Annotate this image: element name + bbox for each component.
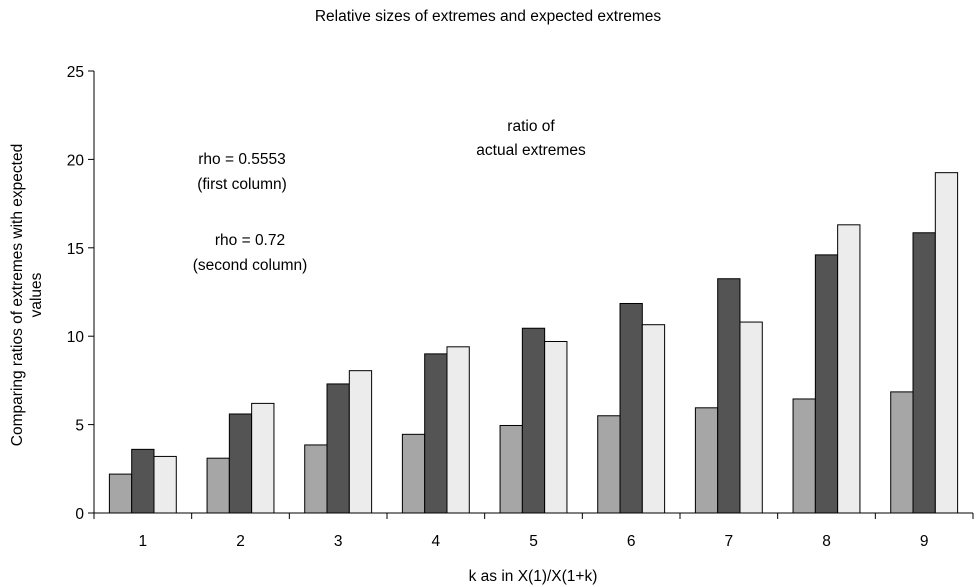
bar-series-1-k-7 [694, 407, 719, 514]
bar-series-1-k-1 [108, 473, 133, 514]
bar-series-2-k-5 [521, 327, 546, 514]
annotation-rho-second-line-2: (second column) [193, 257, 308, 274]
bar-series-1-k-5 [499, 424, 523, 514]
bar-series-3-k-2 [251, 402, 275, 514]
x-tick-label-4: 4 [432, 533, 441, 550]
y-tick-label-15: 15 [67, 241, 84, 258]
bar-series-2-k-8 [814, 254, 839, 514]
annotation-ratio-line-1: ratio of [507, 118, 555, 135]
x-tick-label-7: 7 [725, 533, 734, 550]
annotation-rho-first-line-2: (first column) [197, 176, 287, 193]
bar-series-2-k-6 [619, 302, 643, 514]
bar-series-2-k-7 [717, 278, 741, 514]
bar-series-2-k-2 [228, 413, 253, 514]
y-tick-label-10: 10 [67, 329, 85, 346]
annotation-ratio: ratio of actual extremes [476, 118, 586, 159]
axes-group: 0 5 10 15 20 25 1 2 3 4 5 6 7 8 9 [67, 64, 974, 550]
bar-series-3-k-7 [739, 321, 763, 514]
x-tick-label-9: 9 [920, 533, 929, 550]
bar-series-1-k-6 [597, 415, 621, 514]
bar-series-1-k-2 [206, 457, 230, 514]
bar-series-2-k-1 [131, 448, 155, 514]
x-tick-label-8: 8 [822, 533, 831, 550]
annotation-rho-second-line-1: rho = 0.72 [215, 232, 285, 249]
y-tick-label-5: 5 [75, 418, 84, 435]
chart-title: Relative sizes of extremes and expected … [315, 8, 662, 25]
bars-group [108, 172, 959, 514]
x-tick-label-2: 2 [236, 533, 245, 550]
y-axis-label-line-1: Comparing ratios of extremes with expect… [9, 144, 26, 446]
annotation-rho-first-line-1: rho = 0.5553 [198, 151, 285, 168]
bar-series-2-k-9 [912, 232, 936, 514]
bar-series-1-k-8 [792, 398, 816, 514]
bar-series-3-k-5 [544, 341, 568, 514]
bar-series-2-k-3 [326, 383, 350, 514]
bar-series-3-k-1 [153, 455, 177, 514]
bar-series-2-k-4 [424, 353, 448, 514]
y-tick-label-20: 20 [67, 152, 85, 169]
bar-series-3-k-4 [446, 346, 470, 514]
bar-series-3-k-8 [837, 224, 861, 514]
x-tick-label-5: 5 [529, 533, 538, 550]
x-tick-label-3: 3 [334, 533, 343, 550]
y-tick-label-25: 25 [67, 64, 84, 81]
bar-series-3-k-9 [934, 172, 959, 514]
y-axis-label-line-2: values [28, 272, 45, 317]
y-tick-label-0: 0 [75, 506, 84, 523]
bar-series-1-k-4 [401, 433, 426, 514]
annotation-rho-second: rho = 0.72 (second column) [193, 232, 308, 274]
bar-series-1-k-9 [890, 391, 914, 514]
bar-series-1-k-3 [304, 444, 328, 514]
annotation-rho-first: rho = 0.5553 (first column) [197, 151, 287, 193]
y-axis-label: Comparing ratios of extremes with expect… [9, 144, 45, 446]
annotation-ratio-line-2: actual extremes [476, 142, 586, 159]
x-tick-label-1: 1 [139, 533, 148, 550]
bar-series-3-k-6 [641, 324, 666, 514]
bar-series-3-k-3 [348, 370, 373, 514]
x-axis-label: k as in X(1)/X(1+k) [469, 568, 598, 585]
x-tick-label-6: 6 [627, 533, 636, 550]
